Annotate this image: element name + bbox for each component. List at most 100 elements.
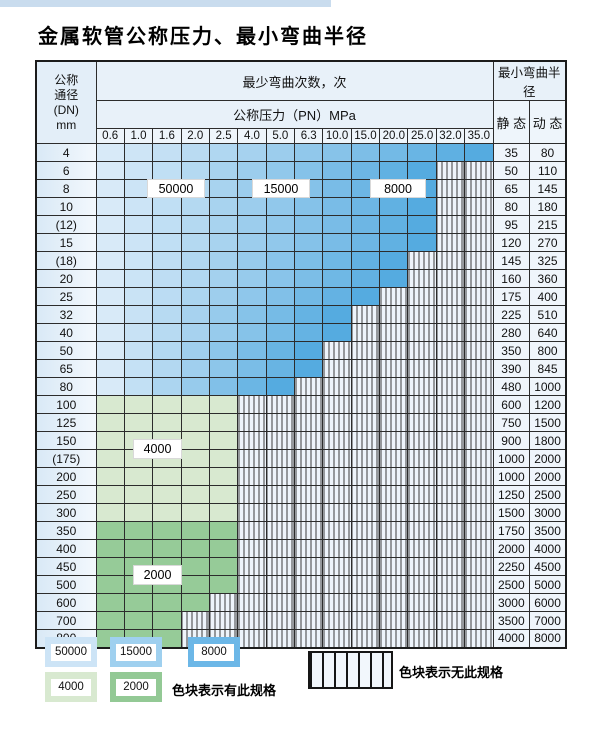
table-row-dn-80: 80 480 1000 — [35, 377, 567, 396]
dn-cell: 4 — [35, 143, 97, 162]
spec-cell — [152, 503, 182, 522]
no-spec-cell — [379, 377, 409, 396]
no-spec-cell — [322, 449, 352, 468]
no-spec-cell — [435, 503, 466, 522]
spec-cell — [95, 593, 125, 612]
static-radius-cell: 1250 — [492, 485, 531, 504]
no-spec-cell — [407, 467, 437, 486]
no-spec-cell — [322, 521, 352, 540]
no-spec-cell — [294, 539, 324, 558]
no-spec-cell — [294, 377, 324, 396]
dynamic-radius-cell: 3000 — [529, 503, 567, 522]
spec-cell — [95, 359, 125, 378]
no-spec-cell — [379, 629, 409, 648]
pressure-col-header: 20.0 — [379, 128, 409, 144]
no-spec-cell — [464, 215, 494, 234]
spec-cell — [95, 161, 125, 180]
spec-cell — [123, 305, 154, 324]
no-spec-cell — [322, 611, 352, 630]
no-spec-cell — [265, 467, 296, 486]
no-spec-cell — [379, 611, 409, 630]
no-spec-cell — [237, 467, 267, 486]
no-spec-cell — [379, 539, 409, 558]
pressure-col-header: 6.3 — [294, 128, 324, 144]
spec-cell — [350, 215, 381, 234]
no-spec-cell — [237, 593, 267, 612]
spec-cell — [208, 395, 239, 414]
pressure-col-header: 25.0 — [407, 128, 437, 144]
bend-radius-header: 最小弯曲半径 — [492, 60, 567, 101]
no-spec-cell — [379, 503, 409, 522]
dn-column-header: 公称 通径 (DN) mm — [35, 60, 97, 144]
no-spec-cell — [435, 413, 466, 432]
no-spec-cell — [435, 359, 466, 378]
no-spec-cell — [435, 161, 466, 180]
no-spec-cell — [435, 449, 466, 468]
spec-cell — [180, 485, 210, 504]
spec-cell — [322, 215, 352, 234]
spec-cell — [237, 215, 267, 234]
no-spec-cell — [322, 431, 352, 450]
spec-cell — [95, 395, 125, 414]
table-row-dn-700: 700 3500 7000 — [35, 611, 567, 630]
static-radius-cell: 390 — [492, 359, 531, 378]
no-spec-cell — [294, 467, 324, 486]
spec-cell — [294, 197, 324, 216]
spec-cell — [265, 377, 296, 396]
spec-cell — [208, 251, 239, 270]
no-spec-cell — [435, 287, 466, 306]
no-spec-cell — [435, 467, 466, 486]
no-spec-cell — [407, 521, 437, 540]
table-row-dn-100: 100 600 1200 — [35, 395, 567, 414]
no-spec-cell — [435, 611, 466, 630]
no-spec-cell — [265, 503, 296, 522]
table-row-dn-25: 25 175 400 — [35, 287, 567, 306]
spec-cell — [152, 395, 182, 414]
dn-header-line: (DN) — [53, 102, 79, 117]
spec-cell — [180, 431, 210, 450]
spec-cell — [265, 269, 296, 288]
no-spec-cell — [464, 359, 494, 378]
no-spec-cell — [407, 503, 437, 522]
table-row-dn-50: 50 350 800 — [35, 341, 567, 360]
dynamic-radius-cell: 360 — [529, 269, 567, 288]
spec-cell — [208, 143, 239, 162]
spec-cell — [123, 377, 154, 396]
static-radius-cell: 2000 — [492, 539, 531, 558]
no-spec-cell — [237, 611, 267, 630]
no-spec-cell — [350, 377, 381, 396]
no-spec-cell — [464, 593, 494, 612]
no-spec-cell — [265, 395, 296, 414]
dynamic-radius-cell: 845 — [529, 359, 567, 378]
spec-cell — [123, 251, 154, 270]
spec-cell — [208, 503, 239, 522]
static-radius-cell: 160 — [492, 269, 531, 288]
spec-cell — [208, 341, 239, 360]
spec-cell — [265, 197, 296, 216]
spec-cell — [180, 413, 210, 432]
no-spec-cell — [350, 305, 381, 324]
no-spec-cell — [464, 467, 494, 486]
no-spec-cell — [435, 251, 466, 270]
spec-cell — [208, 215, 239, 234]
no-spec-cell — [350, 413, 381, 432]
no-spec-cell — [379, 323, 409, 342]
cycle-region-label-8000: 8000 — [370, 179, 426, 198]
dynamic-radius-cell: 3500 — [529, 521, 567, 540]
dynamic-radius-cell: 1500 — [529, 413, 567, 432]
dynamic-radius-cell: 640 — [529, 323, 567, 342]
no-spec-cell — [407, 611, 437, 630]
static-radius-cell: 3500 — [492, 611, 531, 630]
no-spec-cell — [237, 395, 267, 414]
spec-cell — [294, 287, 324, 306]
dynamic-radius-cell: 110 — [529, 161, 567, 180]
no-spec-cell — [379, 575, 409, 594]
dn-cell: (175) — [35, 449, 97, 468]
spec-cell — [237, 377, 267, 396]
dynamic-radius-cell: 2500 — [529, 485, 567, 504]
spec-cell — [95, 449, 125, 468]
no-spec-cell — [379, 413, 409, 432]
spec-cell — [350, 197, 381, 216]
dynamic-radius-cell: 80 — [529, 143, 567, 162]
